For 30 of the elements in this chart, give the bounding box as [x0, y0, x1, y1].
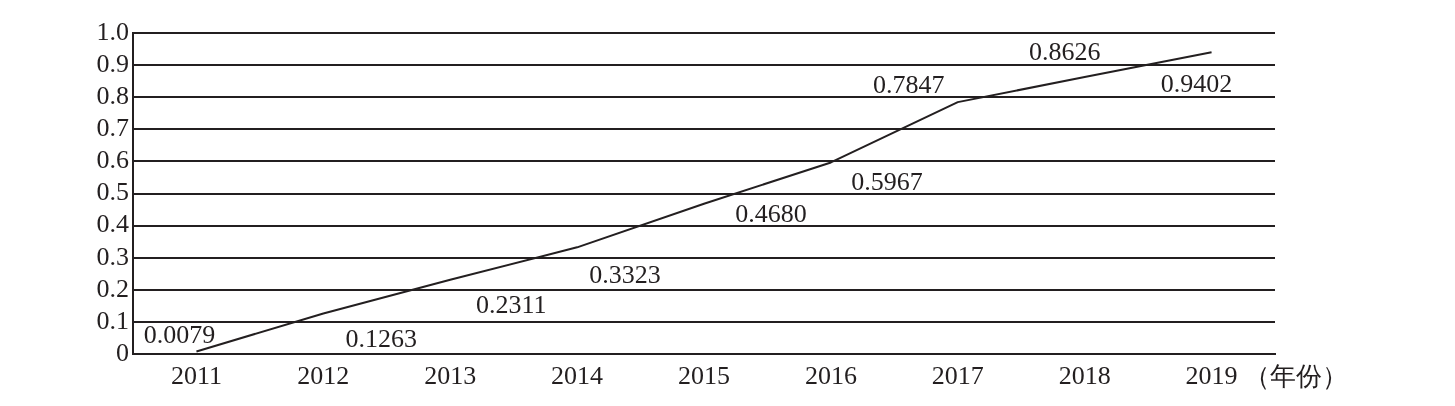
data-label: 0.8626: [1028, 37, 1101, 67]
y-tick-label: 0.8: [96, 81, 129, 111]
y-tick-label: 0: [116, 337, 129, 367]
y-tick-label: 0.9: [96, 48, 129, 78]
data-label: 0.3323: [589, 260, 661, 290]
y-tick-label: 1.0: [96, 16, 129, 46]
data-label: 0.7847: [873, 70, 945, 100]
x-tick-label: 2017: [931, 361, 984, 391]
x-tick-label: 2011: [170, 361, 222, 391]
y-tick-label: 0.2: [96, 273, 129, 303]
y-tick-label: 0.4: [96, 209, 129, 239]
y-tick-label: 0.7: [96, 113, 129, 143]
x-tick-label: 2016: [804, 361, 857, 391]
y-tick-label: 0.1: [96, 305, 129, 335]
data-label: 0.5967: [851, 167, 923, 197]
x-tick-label: 2015: [678, 361, 730, 391]
x-tick-label: 2012: [297, 361, 350, 391]
y-tick-label: 0.3: [96, 241, 129, 271]
data-label: 0.2311: [475, 289, 547, 319]
y-tick-label: 0.5: [96, 177, 129, 207]
data-label: 0.0079: [143, 320, 216, 350]
x-tick-label: 2013: [424, 361, 477, 391]
y-tick-label: 0.6: [96, 145, 129, 175]
x-tick-label: 2014: [551, 361, 604, 391]
data-label: 0.1263: [345, 324, 418, 354]
x-tick-label: 2019: [1185, 361, 1238, 391]
data-label: 0.9402: [1160, 69, 1233, 99]
data-label: 0.4680: [735, 198, 807, 228]
x-tick-label: 2018: [1058, 361, 1111, 391]
x-axis-title: （年份）: [1243, 361, 1348, 391]
